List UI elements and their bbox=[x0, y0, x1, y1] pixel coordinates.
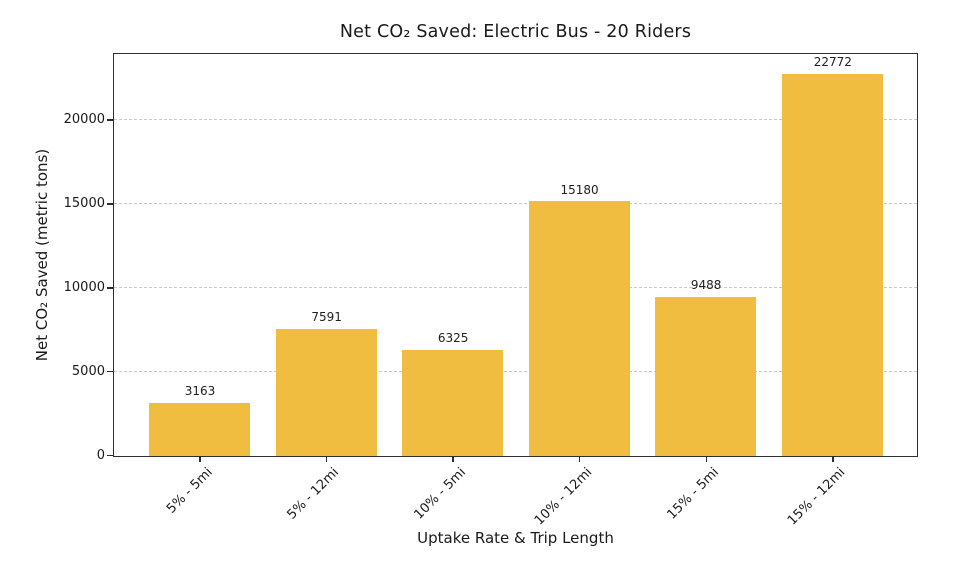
gridline bbox=[114, 287, 917, 289]
bar bbox=[275, 328, 377, 456]
y-tick-label: 20000 bbox=[63, 111, 105, 127]
x-tick-mark bbox=[325, 457, 328, 462]
bar bbox=[655, 296, 757, 456]
x-tick-label: 10% - 5mi bbox=[411, 465, 469, 523]
x-tick-label: 10% - 12mi bbox=[531, 465, 596, 529]
bar-value-label: 15180 bbox=[560, 182, 599, 197]
x-tick-label: 5% - 12mi bbox=[284, 465, 343, 523]
x-tick-mark bbox=[832, 457, 834, 462]
x-tick-label: 15% - 5mi bbox=[664, 465, 722, 523]
bar bbox=[149, 402, 250, 456]
y-tick-mark bbox=[107, 287, 113, 289]
gridline bbox=[114, 371, 917, 373]
y-tick-label: 10000 bbox=[63, 279, 105, 295]
bar-value-label: 7591 bbox=[311, 310, 342, 325]
y-tick-mark bbox=[107, 119, 113, 121]
gridline bbox=[114, 119, 917, 121]
y-tick-label: 5000 bbox=[71, 363, 105, 379]
y-axis-label: Net CO₂ Saved (metric tons) bbox=[33, 148, 51, 362]
bar-value-label: 22772 bbox=[813, 55, 852, 70]
y-tick-label: 0 bbox=[96, 447, 105, 463]
y-tick-mark bbox=[107, 203, 113, 205]
chart-title: Net CO₂ Saved: Electric Bus - 20 Riders bbox=[339, 22, 692, 42]
x-tick-mark bbox=[199, 457, 201, 462]
x-tick-mark bbox=[705, 457, 707, 462]
x-tick-label: 5% - 5mi bbox=[163, 465, 216, 517]
x-tick-mark bbox=[452, 457, 454, 462]
x-tick-mark bbox=[578, 457, 581, 462]
y-tick-mark bbox=[107, 370, 113, 373]
y-tick-mark bbox=[107, 454, 113, 457]
bar-value-label: 3163 bbox=[184, 384, 216, 399]
x-axis-label: Uptake Rate & Trip Length bbox=[417, 529, 614, 547]
gridline bbox=[114, 203, 917, 205]
bar-value-label: 9488 bbox=[690, 278, 722, 293]
x-tick-label: 15% - 12mi bbox=[784, 465, 849, 529]
bar bbox=[528, 201, 630, 456]
bar-value-label: 6325 bbox=[437, 331, 469, 346]
y-tick-label: 15000 bbox=[63, 195, 105, 211]
bar bbox=[402, 349, 504, 456]
plot-area bbox=[113, 53, 918, 457]
bar bbox=[781, 73, 883, 456]
